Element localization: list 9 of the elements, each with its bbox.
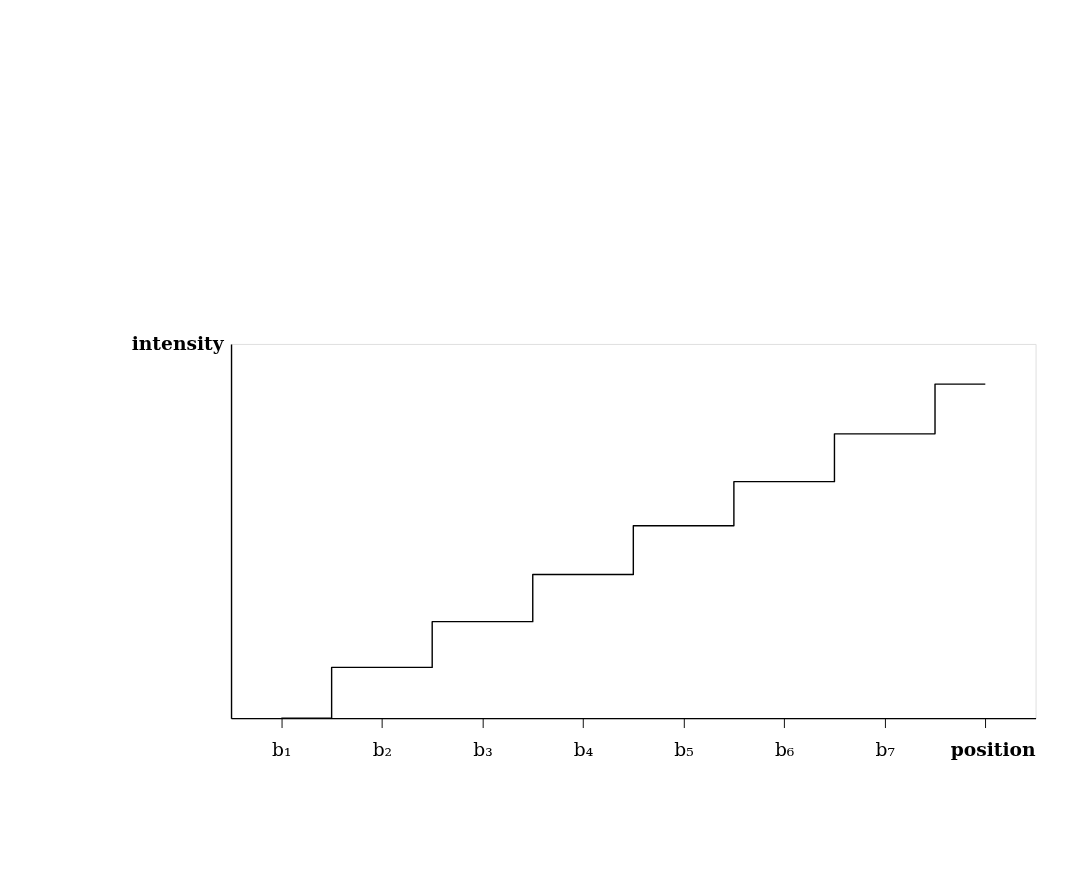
x-tick-label: b₂ <box>372 739 393 761</box>
x-tick-label: b₆ <box>774 739 795 761</box>
y-axis-title: intensity <box>131 331 225 354</box>
x-tick-label: b₄ <box>573 739 594 761</box>
x-tick-label: b₁ <box>272 739 292 761</box>
x-tick-label: b₇ <box>875 739 895 761</box>
x-axis-title: position <box>950 737 1036 760</box>
x-tick-label: b₅ <box>674 739 694 761</box>
x-tick-label: b₃ <box>473 739 493 761</box>
